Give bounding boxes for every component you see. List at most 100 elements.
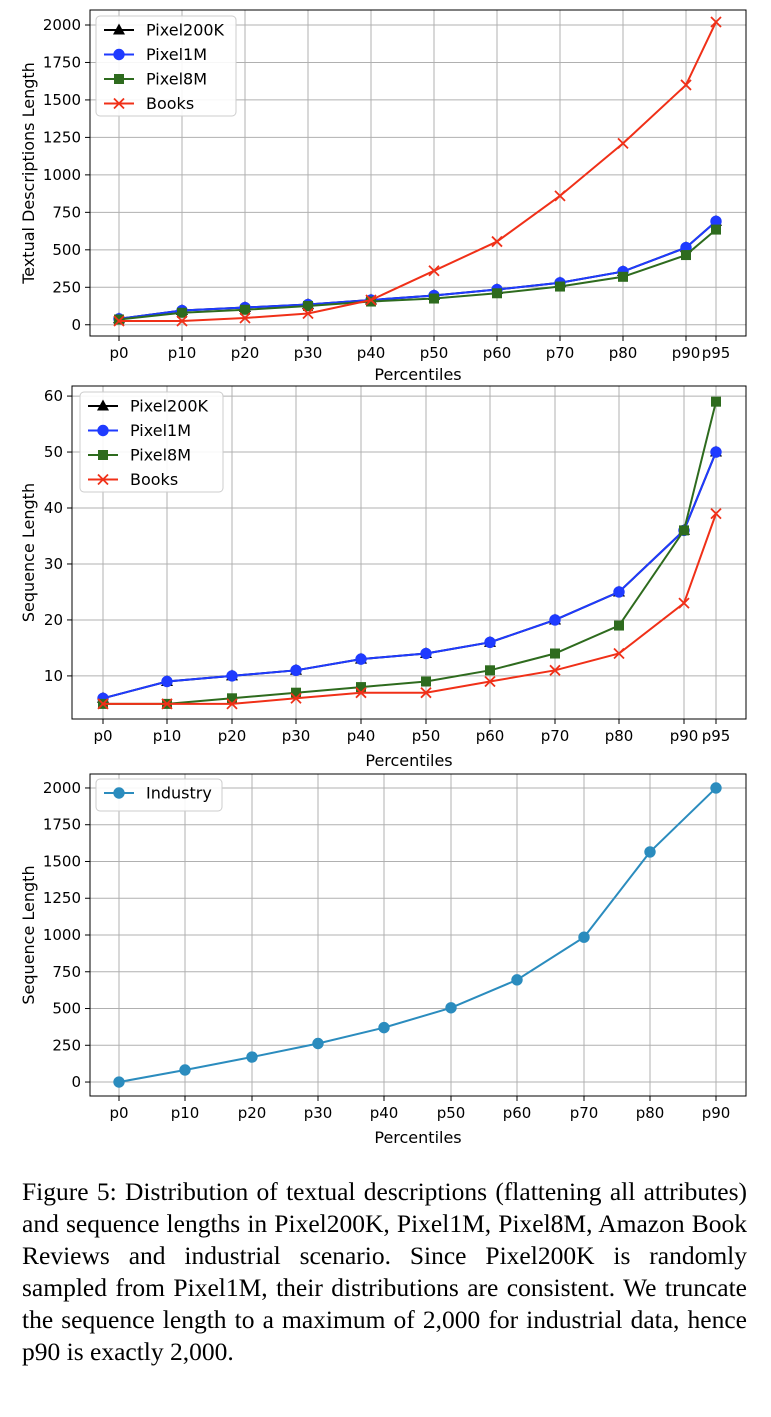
chart-textual-descriptions-length: p0 p10 p20 p30 p40 p50 p60 p70 p80 p90 p95 0 250 500 7…	[19, 9, 747, 384]
data-point	[428, 265, 440, 277]
chart-sequence-length: p0 p10 p20 p30 p40 p50 p60 p70 p80 p90 p95 10 20 30 40…	[19, 385, 747, 766]
data-point	[710, 782, 722, 794]
x-axis-label: Percentiles	[365, 751, 452, 766]
data-point	[161, 675, 173, 688]
y-tick-label: 0	[71, 1073, 81, 1091]
x-tick-label: p10	[168, 344, 197, 362]
y-tick-label: 1000	[43, 166, 81, 184]
data-point	[554, 190, 566, 202]
y-tick-label: 500	[52, 1000, 81, 1018]
x-tick-label: p80	[605, 727, 634, 745]
legend-box	[79, 391, 224, 493]
data-point	[613, 647, 625, 660]
x-tick-label: p20	[231, 344, 260, 362]
x-tick-label: p80	[609, 344, 638, 362]
x-tick-label: p30	[304, 1104, 333, 1122]
legend-label: Pixel8M	[146, 70, 207, 89]
y-axis-label: Sequence Length	[19, 483, 38, 622]
data-point	[618, 271, 628, 282]
y-tick-label: 250	[52, 1036, 81, 1054]
plot-frame	[71, 385, 747, 720]
legend: Industry	[95, 778, 223, 812]
x-tick-label: p90	[672, 344, 701, 362]
x-tick-label: p50	[412, 727, 441, 745]
y-tick-label: 2000	[43, 779, 81, 797]
x-tick-label: p0	[93, 727, 112, 745]
x-tick-label: p90	[702, 1104, 731, 1122]
data-point	[578, 931, 590, 943]
legend-label: Pixel200K	[146, 21, 225, 40]
gridlines	[90, 10, 746, 336]
data-point	[355, 653, 367, 665]
series-line	[118, 787, 717, 1084]
data-point	[114, 314, 124, 325]
series-books	[97, 507, 722, 710]
data-point	[445, 1002, 457, 1014]
x-tick-label: p0	[109, 344, 128, 362]
legend-item: Pixel200K	[88, 397, 209, 416]
legend-marker	[113, 23, 125, 35]
data-point	[711, 396, 721, 407]
legend: Pixel200K Pixel1M Pixel8M Books	[79, 391, 224, 493]
x-tick-label: p95	[702, 344, 731, 362]
legend-item: Pixel8M	[88, 446, 191, 465]
x-tick-label: p10	[153, 727, 182, 745]
y-tick-label: 1250	[43, 889, 81, 907]
x-tick-label: p30	[294, 344, 323, 362]
y-tick-label: 0	[71, 316, 81, 334]
data-point	[177, 307, 187, 318]
legend-item: Pixel1M	[104, 45, 207, 64]
data-point	[491, 235, 503, 248]
x-tick-label: p40	[357, 344, 386, 362]
data-point	[555, 281, 565, 292]
y-tick-label: 250	[52, 278, 81, 296]
data-point	[291, 687, 301, 698]
legend-marker	[97, 424, 109, 437]
data-point	[226, 670, 238, 682]
x-tick-label: p20	[238, 1104, 267, 1122]
data-point	[179, 1064, 191, 1076]
y-tick-label: 20	[44, 611, 63, 629]
data-point	[312, 1037, 324, 1050]
data-point	[366, 296, 376, 307]
legend: Pixel200K Pixel1M Pixel8M Books	[95, 15, 237, 117]
data-point	[356, 682, 366, 693]
data-point	[290, 664, 302, 677]
x-tick-label: p70	[570, 1104, 599, 1122]
legend-marker	[113, 97, 125, 110]
legend-marker	[114, 74, 124, 84]
legend-item: Industry	[104, 784, 212, 803]
data-point	[710, 446, 722, 458]
x-tick-label: p60	[483, 344, 512, 362]
data-point	[710, 507, 722, 520]
legend-marker	[98, 450, 108, 460]
x-axis-label: Percentiles	[374, 365, 461, 384]
data-point	[355, 687, 367, 699]
data-point	[511, 974, 523, 986]
data-point	[246, 1051, 258, 1063]
data-point	[429, 293, 439, 304]
data-point	[711, 224, 721, 235]
y-tick-label: 2000	[43, 16, 81, 34]
data-point	[303, 301, 313, 312]
x-tick-label: p70	[541, 727, 570, 745]
legend-item: Pixel200K	[104, 21, 225, 40]
x-tick-label: p50	[437, 1104, 466, 1122]
data-point	[680, 79, 692, 91]
data-point	[240, 304, 250, 315]
x-tick-label: p10	[171, 1104, 200, 1122]
y-tick-label: 60	[44, 387, 63, 405]
data-point	[227, 693, 237, 704]
x-tick-label: p60	[476, 727, 505, 745]
data-point	[290, 692, 302, 704]
x-tick-label: p90	[670, 727, 699, 745]
x-tick-label: p40	[370, 1104, 399, 1122]
data-point	[378, 1021, 390, 1034]
data-point	[484, 675, 496, 688]
x-tick-label: p80	[636, 1104, 665, 1122]
legend-box	[95, 778, 223, 812]
data-point	[681, 250, 691, 261]
data-point	[97, 698, 109, 710]
x-axis-label: Percentiles	[374, 1128, 461, 1147]
y-tick-label: 500	[52, 241, 81, 259]
